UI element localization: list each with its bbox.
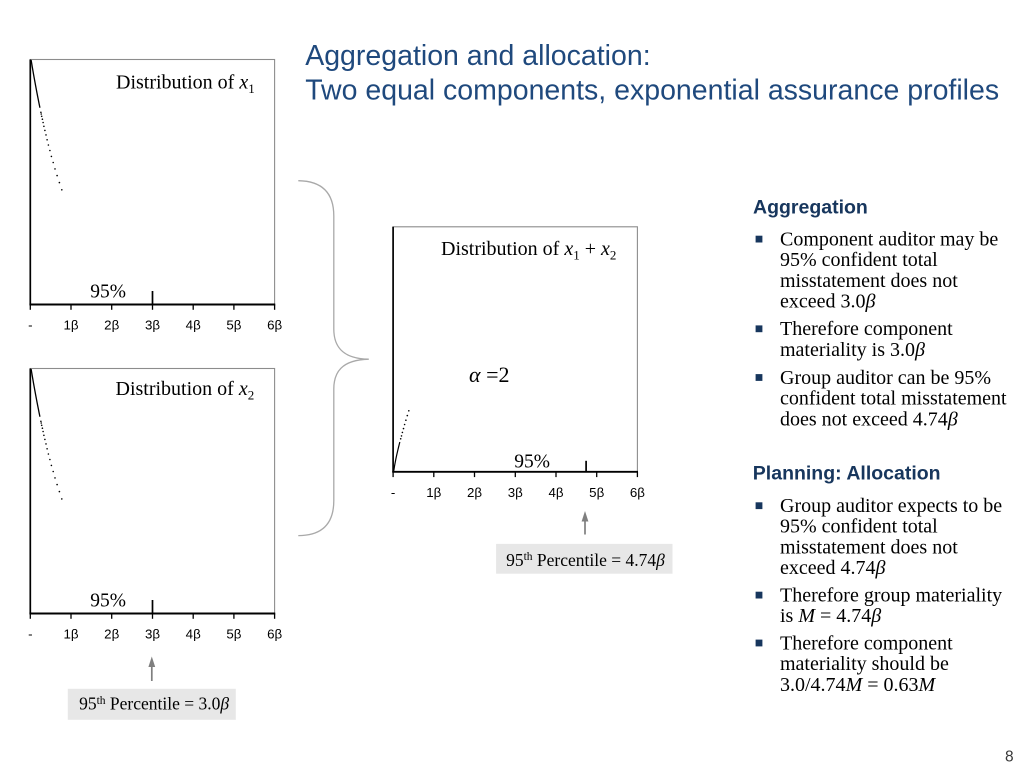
svg-text:-: -	[391, 485, 395, 500]
svg-text:Therefore component: Therefore component	[780, 632, 953, 654]
svg-text:95% confident total: 95% confident total	[780, 249, 938, 271]
svg-text:Aggregation: Aggregation	[753, 196, 868, 218]
svg-text:95th Percentile = 3.0β: 95th Percentile = 3.0β	[79, 694, 229, 714]
svg-text:3β: 3β	[145, 627, 160, 642]
svg-text:8: 8	[1005, 748, 1014, 765]
svg-text:confident total misstatement: confident total misstatement	[780, 388, 1007, 410]
svg-text:materiality should be: materiality should be	[780, 653, 949, 675]
svg-text:Group auditor expects to be: Group auditor expects to be	[780, 495, 1002, 517]
svg-text:5β: 5β	[589, 485, 604, 500]
svg-text:3.0/4.74M = 0.63M: 3.0/4.74M = 0.63M	[780, 674, 937, 696]
svg-text:4β: 4β	[186, 318, 201, 333]
svg-text:5β: 5β	[226, 318, 241, 333]
svg-text:exceed 3.0β: exceed 3.0β	[780, 291, 876, 313]
svg-text:1β: 1β	[63, 627, 78, 642]
svg-text:1β: 1β	[63, 318, 78, 333]
svg-text:1β: 1β	[426, 485, 441, 500]
svg-text:2β: 2β	[467, 485, 482, 500]
svg-text:2β: 2β	[104, 627, 119, 642]
svg-text:6β: 6β	[630, 485, 645, 500]
svg-text:materiality is 3.0β: materiality is 3.0β	[780, 339, 925, 361]
svg-text:does not exceed 4.74β: does not exceed 4.74β	[780, 408, 958, 430]
svg-text:4β: 4β	[548, 485, 563, 500]
svg-text:95th Percentile = 4.74β: 95th Percentile = 4.74β	[506, 550, 665, 570]
svg-text:Therefore component: Therefore component	[780, 318, 953, 340]
svg-text:Aggregation and allocation:: Aggregation and allocation:	[305, 40, 650, 72]
svg-text:misstatement does not: misstatement does not	[780, 537, 958, 559]
svg-text:6β: 6β	[267, 627, 282, 642]
svg-text:exceed 4.74β: exceed 4.74β	[780, 557, 886, 579]
svg-text:Distribution of x1: Distribution of x1	[116, 72, 255, 97]
svg-text:-: -	[28, 318, 32, 333]
svg-text:95%: 95%	[90, 591, 126, 612]
svg-text:is M = 4.74β: is M = 4.74β	[780, 605, 881, 627]
svg-text:2β: 2β	[104, 318, 119, 333]
svg-text:Therefore group materiality: Therefore group materiality	[780, 584, 1002, 606]
svg-text:5β: 5β	[226, 627, 241, 642]
svg-text:Component auditor may be: Component auditor may be	[780, 228, 998, 250]
svg-text:6β: 6β	[267, 318, 282, 333]
svg-text:95%: 95%	[90, 282, 126, 303]
svg-text:misstatement does not: misstatement does not	[780, 270, 958, 292]
svg-text:3β: 3β	[145, 318, 160, 333]
svg-text:3β: 3β	[508, 485, 523, 500]
svg-text:4β: 4β	[186, 627, 201, 642]
svg-text:95% confident total: 95% confident total	[780, 516, 938, 538]
svg-text:Group auditor can be 95%: Group auditor can be 95%	[780, 367, 991, 389]
svg-text:Distribution of x2: Distribution of x2	[116, 378, 255, 403]
svg-text:95%: 95%	[514, 451, 550, 472]
svg-text:α =2: α =2	[469, 362, 509, 387]
svg-text:Two equal components, exponent: Two equal components, exponential assura…	[305, 74, 999, 106]
svg-text:Planning: Allocation: Planning: Allocation	[753, 463, 941, 485]
svg-text:-: -	[28, 627, 32, 642]
svg-text:Distribution of x1 + x2: Distribution of x1 + x2	[441, 238, 616, 263]
